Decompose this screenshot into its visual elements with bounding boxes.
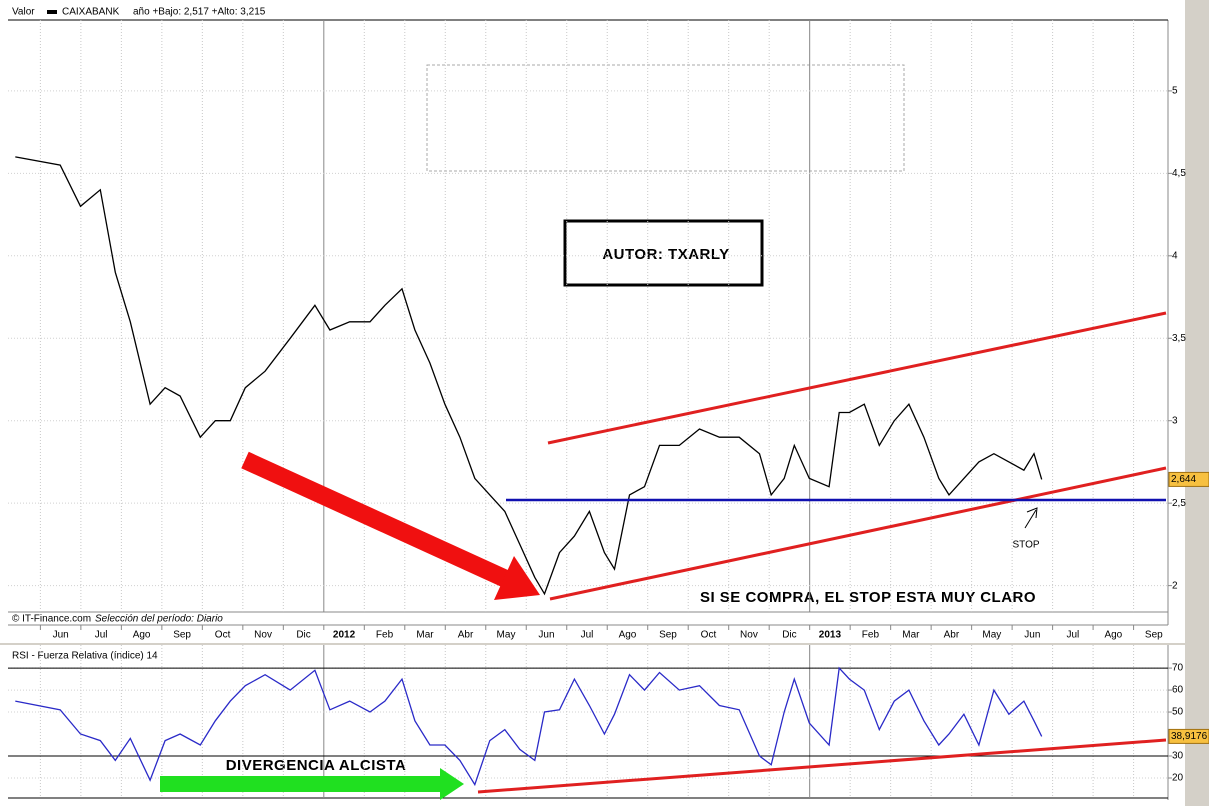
x-tick-label: May xyxy=(497,630,516,641)
green-arrow-shaft xyxy=(160,776,442,792)
x-tick-label: Jun xyxy=(538,630,554,641)
panel-separator xyxy=(0,643,1185,645)
stop-arrow-head xyxy=(1026,507,1038,519)
x-tick-label: Nov xyxy=(740,630,758,641)
x-tick-label: Jun xyxy=(53,630,69,641)
author-box xyxy=(563,219,764,287)
y-tick-label: 4 xyxy=(1172,250,1178,261)
x-tick-label: Ago xyxy=(133,630,151,641)
x-tick-label: Abr xyxy=(458,630,474,641)
stop-text: STOP xyxy=(1012,540,1039,551)
x-tick-label: Sep xyxy=(173,630,191,641)
x-tick-label: Ago xyxy=(1104,630,1122,641)
last-value-label: 38,9176 xyxy=(1171,731,1208,742)
y-tick-label: 2 xyxy=(1172,580,1178,591)
y-tick-label: 4,5 xyxy=(1172,168,1186,179)
x-tick-label: Mar xyxy=(902,630,920,641)
author-text: AUTOR: TXARLY xyxy=(602,246,729,263)
x-tick-label: Sep xyxy=(659,630,677,641)
header-label: Valor xyxy=(12,7,35,18)
trendline-upper xyxy=(547,311,1167,445)
y-tick-label: 3,5 xyxy=(1172,333,1186,344)
x-tick-label: Jul xyxy=(1066,630,1079,641)
x-tick-label: Nov xyxy=(254,630,272,641)
subtitle: año +Bajo: 2,517 +Alto: 3,215 xyxy=(133,7,266,18)
x-tick-label: Abr xyxy=(944,630,960,641)
y-tick-label: 50 xyxy=(1172,707,1184,718)
rsi-title: RSI - Fuerza Relativa (índice) 14 xyxy=(12,651,158,662)
legend-entry: CAIXABANK xyxy=(62,7,120,18)
y-tick-label: 30 xyxy=(1172,751,1184,762)
green-arrow-head xyxy=(440,768,464,800)
x-tick-label: Oct xyxy=(215,630,231,641)
x-tick-label: May xyxy=(982,630,1001,641)
x-tick-label: Dic xyxy=(782,630,796,641)
x-tick-label: Jun xyxy=(1024,630,1040,641)
rsi-trendline xyxy=(477,738,1167,794)
drawn-annotations xyxy=(160,311,1167,800)
last-value-label: 2,644 xyxy=(1171,474,1196,485)
x-tick-label: Oct xyxy=(701,630,717,641)
y-tick-label: 3 xyxy=(1172,415,1178,426)
series-line xyxy=(15,156,1043,596)
x-tick-label: Jul xyxy=(581,630,594,641)
x-tick-label: Mar xyxy=(416,630,434,641)
x-tick-label: 2013 xyxy=(819,630,842,641)
last-value-box xyxy=(1168,728,1209,744)
series-line xyxy=(15,666,1043,787)
y-tick-label: 70 xyxy=(1172,663,1184,674)
y-tick-label: 20 xyxy=(1172,773,1184,784)
annotation-text: SI SE COMPRA, EL STOP ESTA MUY CLARO xyxy=(700,589,1036,606)
source: © IT-Finance.com xyxy=(12,614,91,625)
legend-swatch xyxy=(47,10,57,14)
red-arrow-shaft xyxy=(241,451,510,588)
y-tick-label: 2,5 xyxy=(1172,498,1186,509)
x-tick-label: Jul xyxy=(95,630,108,641)
divergence-text: DIVERGENCIA ALCISTA xyxy=(226,757,407,774)
trendline-lower xyxy=(549,466,1167,601)
x-tick-label: Ago xyxy=(619,630,637,641)
y-tick-label: 5 xyxy=(1172,86,1178,97)
scrollbar-area xyxy=(1185,0,1209,806)
red-arrow-head xyxy=(494,556,540,600)
last-value-box xyxy=(1168,471,1209,487)
x-tick-label: Feb xyxy=(862,630,880,641)
period: Selección del período: Diario xyxy=(95,614,223,625)
x-tick-label: Sep xyxy=(1145,630,1163,641)
dashed-box xyxy=(426,64,905,172)
stop-arrow xyxy=(1024,509,1037,529)
x-tick-label: Dic xyxy=(296,630,310,641)
x-tick-label: 2012 xyxy=(333,630,356,641)
y-tick-label: 60 xyxy=(1172,685,1184,696)
x-tick-label: Feb xyxy=(376,630,394,641)
